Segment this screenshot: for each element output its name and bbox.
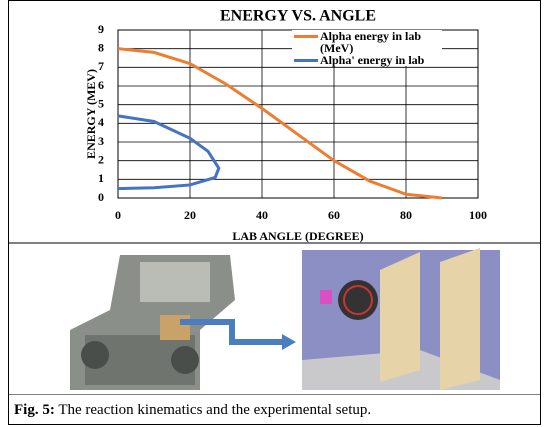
chart-title: ENERGY VS. ANGLE [220, 8, 376, 25]
y-tick-label: 4 [98, 115, 104, 129]
y-tick-label: 0 [98, 190, 104, 204]
y-tick-label: 7 [98, 59, 104, 73]
legend-entry: Alpha energy in lab (MeV) [292, 30, 442, 54]
x-tick-label: 80 [400, 208, 412, 222]
y-tick-label: 8 [98, 40, 104, 54]
x-tick-label: 100 [469, 208, 487, 222]
caption-text: The reaction kinematics and the experime… [58, 402, 371, 418]
page: ENERGY VS. ANGLE LAB ANGLE (DEGREE) ENER… [0, 0, 550, 427]
legend-label: Alpha' energy in lab [320, 53, 424, 67]
legend-swatch [294, 35, 318, 38]
x-tick-label: 40 [256, 208, 268, 222]
legend: Alpha energy in lab (MeV)Alpha' energy i… [292, 30, 442, 66]
x-axis-label: LAB ANGLE (DEGREE) [232, 229, 363, 243]
x-tick-label: 0 [115, 208, 121, 222]
setup-photo [302, 248, 500, 390]
caption: Fig. 5: The reaction kinematics and the … [14, 402, 371, 419]
caption-label: Fig. 5: [14, 402, 55, 418]
x-tick-label: 60 [328, 208, 340, 222]
y-axis-label: ENERGY (MEV) [84, 69, 98, 159]
legend-label: Alpha energy in lab (MeV) [320, 29, 421, 55]
y-tick-label: 2 [98, 152, 104, 166]
legend-swatch [294, 59, 318, 62]
y-tick-label: 5 [98, 96, 104, 110]
legend-entry: Alpha' energy in lab [292, 54, 442, 66]
y-tick-label: 9 [98, 22, 104, 36]
figure: ENERGY VS. ANGLE LAB ANGLE (DEGREE) ENER… [0, 0, 550, 395]
y-tick-label: 6 [98, 78, 104, 92]
arrow-head [282, 334, 296, 350]
y-tick-label: 1 [98, 171, 104, 185]
y-tick-label: 3 [98, 134, 104, 148]
x-tick-label: 20 [184, 208, 196, 222]
